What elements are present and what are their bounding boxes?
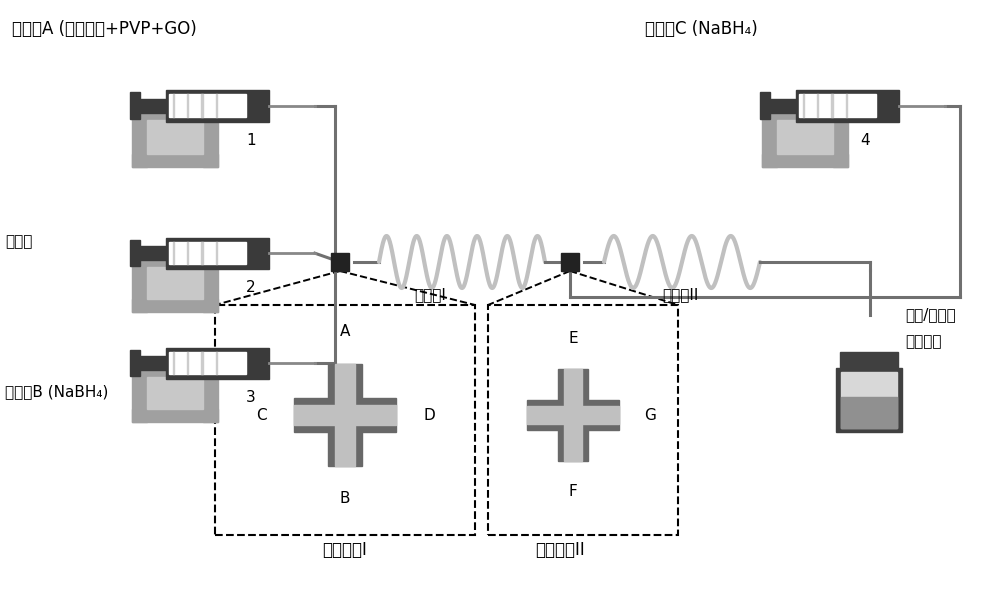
Bar [187,94,188,117]
Text: 2: 2 [246,280,256,295]
Bar [203,254,218,312]
Text: 反应管II: 反应管II [662,287,698,303]
Text: 化石墨烯: 化石墨烯 [905,334,942,350]
Bar [331,253,349,271]
Bar [841,397,897,428]
Text: 微混合器I: 微混合器I [323,541,367,559]
Bar [132,364,218,377]
Bar [130,92,140,120]
Bar [762,107,777,167]
Bar [762,154,848,167]
Bar [132,254,218,267]
Bar [169,94,246,117]
Bar [527,406,619,423]
Text: 水溶液A (金属前体+PVP+GO): 水溶液A (金属前体+PVP+GO) [12,20,197,38]
Bar [836,368,902,432]
Bar [799,94,876,117]
Bar [169,242,246,264]
Bar [840,353,898,370]
Text: 1: 1 [246,133,256,148]
Text: B: B [340,492,350,506]
Bar [187,352,188,375]
Bar [796,90,899,122]
Bar [132,107,147,167]
Bar [173,242,174,264]
Bar [328,364,362,466]
Text: 正辛烷: 正辛烷 [5,234,32,249]
Bar [564,370,582,461]
Text: C: C [256,407,267,423]
Bar [166,348,269,379]
Bar [147,267,203,299]
Bar [203,364,218,422]
Bar [833,107,848,167]
Text: A: A [340,323,350,339]
Bar [132,154,218,167]
Text: 反应管I: 反应管I [414,287,446,303]
Bar [130,240,140,267]
Bar [147,377,203,409]
Bar [760,92,770,120]
Bar [803,94,804,117]
Bar [294,406,396,425]
Bar [215,305,475,535]
Bar [561,253,579,271]
Bar [132,299,218,312]
Bar [831,94,833,117]
Bar [558,370,588,461]
Text: F: F [569,484,577,499]
Text: D: D [423,407,435,423]
Bar [130,350,140,376]
Bar [846,94,847,117]
Bar [488,305,678,535]
Bar [762,107,848,120]
Bar [770,99,796,113]
Bar [166,90,269,122]
Bar [173,94,174,117]
Bar [216,242,217,264]
Bar [777,120,833,154]
Bar [216,94,217,117]
Bar [169,352,246,375]
Bar [140,246,166,260]
Bar [132,409,218,422]
Bar [147,120,203,154]
Bar [203,107,218,167]
Bar [173,352,174,375]
Bar [335,364,355,466]
Bar [841,371,897,428]
Bar [140,356,166,370]
Bar [335,406,355,425]
Text: 水溶液C (NaBH₄): 水溶液C (NaBH₄) [645,20,758,38]
Text: 3: 3 [246,390,256,405]
Bar [294,398,396,432]
Bar [187,242,188,264]
Text: 微混合器II: 微混合器II [535,541,585,559]
Bar [132,107,218,120]
Bar [140,99,166,113]
Bar [166,238,269,268]
Bar [216,352,217,375]
Text: E: E [568,331,578,346]
Bar [201,94,203,117]
Bar [527,400,619,430]
Text: 水溶液B (NaBH₄): 水溶液B (NaBH₄) [5,384,108,400]
Bar [201,242,203,264]
Bar [201,352,203,375]
Bar [132,254,147,312]
Bar [564,406,582,423]
Bar [817,94,818,117]
Text: G: G [644,407,656,423]
Text: 合金/还原氧: 合金/还原氧 [905,307,956,323]
Bar [132,364,147,422]
Text: 4: 4 [860,133,870,148]
